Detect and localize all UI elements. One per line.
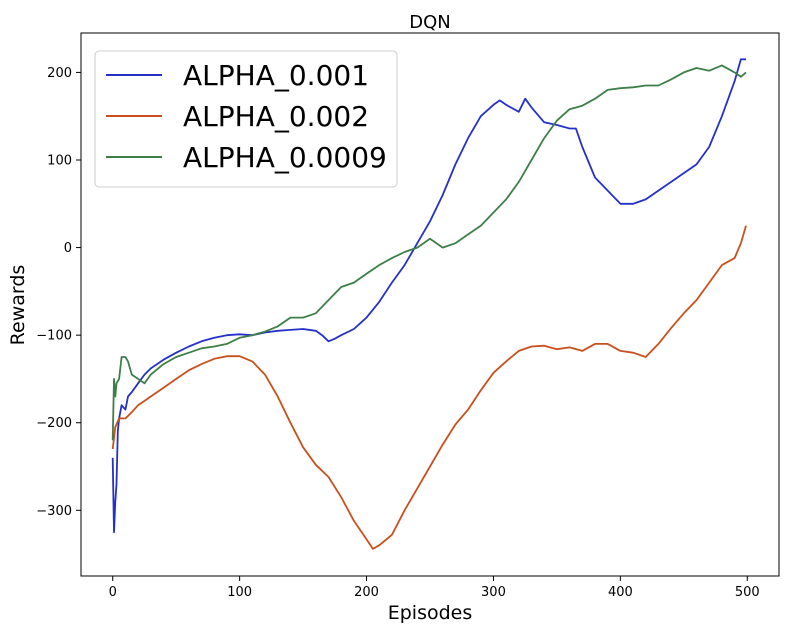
y-tick-label: 200 — [47, 66, 72, 81]
y-tick-label: −200 — [36, 416, 72, 431]
y-tick-label: 0 — [64, 241, 72, 256]
x-tick-label: 400 — [608, 585, 633, 600]
x-tick-label: 100 — [227, 585, 252, 600]
legend: ALPHA_0.001 ALPHA_0.002 ALPHA_0.0009 — [94, 50, 398, 188]
legend-label: ALPHA_0.001 — [183, 59, 369, 92]
y-axis-label: Rewards — [7, 265, 29, 346]
plot-frame — [80, 32, 780, 577]
y-tick-label: −100 — [36, 329, 72, 344]
x-axis-label: Episodes — [388, 602, 473, 624]
plot-area — [111, 58, 747, 550]
x-axis-ticks: 0 100 200 300 400 500 — [109, 576, 760, 600]
series-line — [111, 64, 747, 441]
legend-label: ALPHA_0.002 — [183, 100, 369, 133]
series-line — [111, 225, 747, 550]
series-line — [111, 58, 746, 534]
legend-box — [94, 50, 398, 188]
y-tick-label: 100 — [47, 153, 72, 168]
x-tick-label: 200 — [354, 585, 379, 600]
y-tick-label: −300 — [36, 504, 72, 519]
legend-label: ALPHA_0.0009 — [183, 141, 387, 174]
y-axis-ticks: −300 −200 −100 0 100 200 — [36, 66, 81, 519]
x-tick-label: 300 — [481, 585, 506, 600]
x-tick-label: 500 — [735, 585, 760, 600]
x-tick-label: 0 — [109, 585, 117, 600]
chart-title: DQN — [409, 12, 451, 33]
